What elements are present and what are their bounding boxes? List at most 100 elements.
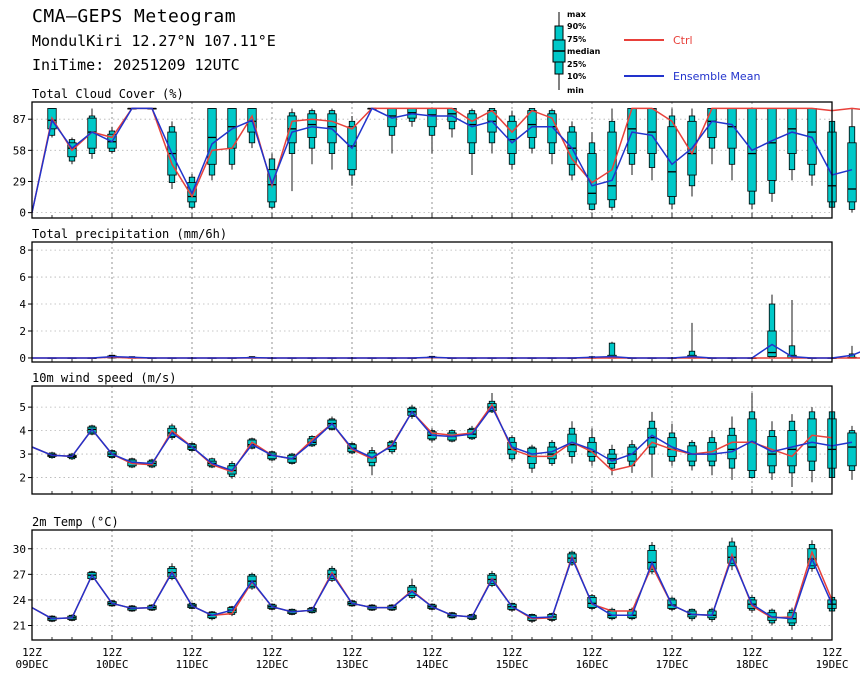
panel-0: Total Cloud Cover (%) 0 29 58 87 [13, 87, 860, 220]
ensemble-mean-series-line [31, 555, 833, 620]
legend-box-label: max [567, 10, 587, 19]
x-tick-label-hour: 12Z [422, 646, 442, 659]
x-tick-label-hour: 12Z [262, 646, 282, 659]
x-tick-label-date: 13DEC [335, 658, 368, 671]
box-plot [707, 430, 717, 476]
y-tick-label: 0 [19, 207, 26, 220]
box-p25-p75 [847, 432, 857, 467]
y-tick-label: 27 [13, 568, 26, 581]
x-tick-label-date: 10DEC [95, 658, 128, 671]
y-tick-label: 5 [19, 401, 26, 414]
panel-title: 2m Temp (°C) [32, 515, 119, 529]
box-p25-p75 [847, 142, 857, 203]
legend-box-label: 90% [567, 22, 586, 31]
y-tick-label: 2 [19, 472, 26, 485]
box-plot [467, 108, 477, 176]
y-tick-label: 21 [13, 620, 26, 633]
x-tick-label-date: 17DEC [655, 658, 688, 671]
legend-box-label: min [567, 86, 584, 95]
box-plot [607, 341, 617, 359]
y-tick-label: 2 [19, 325, 26, 338]
box-plot [547, 440, 557, 466]
panel-title: Total Cloud Cover (%) [32, 87, 184, 101]
box-plot [687, 440, 697, 471]
x-tick-label-hour: 12Z [182, 646, 202, 659]
box-p25-p75 [647, 108, 657, 154]
box-p25-p75 [307, 113, 317, 138]
location-label: MondulKiri 12.27°N 107.11°E [32, 32, 276, 50]
y-tick-label: 3 [19, 448, 26, 461]
box-plot [447, 108, 457, 138]
x-tick-label-hour: 12Z [502, 646, 522, 659]
box-plot [767, 108, 777, 202]
box-plot [627, 440, 637, 473]
box-p25-p75 [807, 418, 817, 462]
x-tick-label-date: 15DEC [495, 658, 528, 671]
box-plot [407, 108, 417, 127]
box-plot [747, 108, 757, 210]
box-plot [527, 444, 537, 473]
box-p25-p75 [607, 131, 617, 201]
legend: max 90% 75% median 25% 10% min Ctrl Ensemble Mea… [552, 10, 760, 95]
box-plot [607, 108, 617, 211]
y-tick-label: 4 [19, 298, 26, 311]
box-p25-p75 [727, 434, 737, 460]
x-tick-label-hour: 12Z [742, 646, 762, 659]
box-plot [787, 414, 797, 487]
box-plot [527, 108, 537, 154]
legend-mean-label: Ensemble Mean [673, 70, 760, 83]
legend-box-label: 75% [567, 35, 586, 44]
panel-2: 10m wind speed (m/s) 2 3 4 5 [19, 371, 857, 495]
x-tick-label-hour: 12Z [22, 646, 42, 659]
box-p25-p75 [787, 108, 797, 154]
x-tick-label-hour: 12Z [662, 646, 682, 659]
box-plot [847, 108, 857, 213]
y-tick-label: 4 [19, 425, 26, 438]
box-plot [647, 541, 657, 575]
ensemble-mean-series-line [31, 107, 853, 213]
legend-box-label: 10% [567, 72, 586, 81]
box-plot [567, 121, 577, 181]
y-tick-label: 58 [13, 144, 26, 157]
init-time-label: IniTime: 20251209 12UTC [32, 56, 240, 74]
panel-title: Total precipitation (mm/6h) [32, 227, 227, 241]
panel-1: Total precipitation (mm/6h) 0 2 4 6 8 [19, 227, 860, 365]
box-plot [387, 108, 397, 154]
box-plot [847, 425, 857, 480]
x-tick-label-date: 18DEC [735, 658, 768, 671]
box-plot [787, 299, 797, 359]
box-plot [587, 428, 597, 466]
x-tick-label-date: 19DEC [815, 658, 848, 671]
x-tick-label-hour: 12Z [342, 646, 362, 659]
box-p25-p75 [467, 113, 477, 144]
legend-box-label: median [567, 47, 601, 56]
box-p25-p75 [427, 108, 437, 128]
box-plot [787, 108, 797, 181]
ctrl-series-line [31, 107, 860, 213]
x-tick-label-hour: 12Z [582, 646, 602, 659]
box-plot [747, 393, 757, 479]
y-tick-label: 29 [13, 175, 26, 188]
x-tick-label-hour: 12Z [822, 646, 842, 659]
box-plot [807, 108, 817, 186]
x-tick-label-date: 09DEC [15, 658, 48, 671]
x-tick-label-date: 16DEC [575, 658, 608, 671]
box-plot [407, 578, 417, 600]
panel-3: 2m Temp (°C) 21 24 27 30 [13, 515, 837, 641]
box-plot [767, 294, 777, 359]
x-tick-label-date: 12DEC [255, 658, 288, 671]
ensemble-mean-series-line [31, 405, 853, 472]
box-plot [587, 132, 597, 211]
chart-title: CMA–GEPS Meteogram [32, 6, 237, 27]
y-tick-label: 30 [13, 543, 26, 556]
legend-ctrl-label: Ctrl [673, 34, 693, 47]
x-tick-label-hour: 12Z [102, 646, 122, 659]
box-plot [647, 108, 657, 181]
box-p25-p75 [767, 108, 777, 181]
box-plot [487, 108, 497, 154]
box-plot [727, 108, 737, 181]
box-p25-p75 [207, 108, 217, 165]
box-plot [367, 447, 377, 476]
box-p25-p75 [707, 108, 717, 138]
